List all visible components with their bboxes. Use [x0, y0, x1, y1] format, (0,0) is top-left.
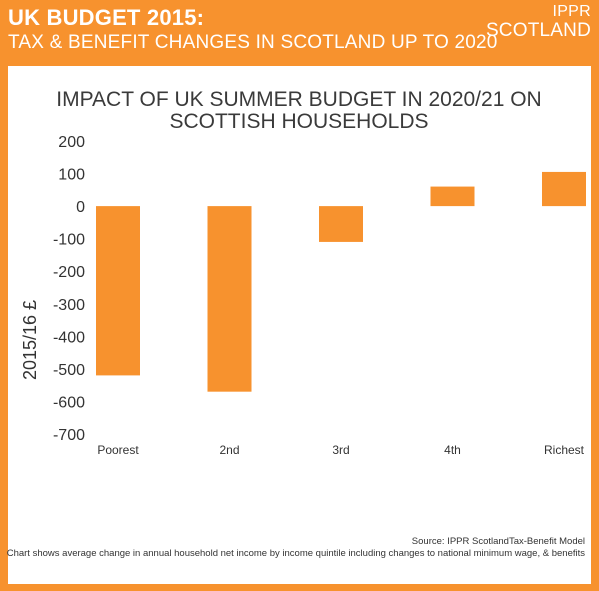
bar-poorest	[96, 206, 140, 376]
bar-4th	[430, 186, 475, 207]
header-bar: UK BUDGET 2015: TAX & BENEFIT CHANGES IN…	[0, 0, 599, 62]
y-tick-label: -200	[53, 264, 85, 281]
y-axis-ticks: 200 100 0 -100 -200 -300 -400 -500 -600 -700	[53, 134, 85, 444]
chart-title-line1: IMPACT OF UK SUMMER BUDGET IN 2020/21 ON	[56, 88, 541, 111]
y-tick-label: 200	[58, 134, 85, 151]
x-category-label: 3rd	[332, 443, 349, 457]
x-axis-categories: Poorest 2nd 3rd 4th Richest	[97, 443, 584, 457]
chart-panel: IMPACT OF UK SUMMER BUDGET IN 2020/21 ON…	[6, 66, 591, 584]
y-tick-label: -100	[53, 232, 85, 249]
page-title: UK BUDGET 2015:	[8, 5, 205, 30]
x-category-label: Poorest	[97, 443, 139, 457]
chart-title-line2: SCOTTISH HOUSEHOLDS	[169, 110, 428, 133]
brand-logo-line2: SCOTLAND	[485, 20, 591, 41]
x-category-label: 4th	[444, 443, 461, 457]
y-tick-label: 100	[58, 167, 85, 184]
bars	[96, 171, 586, 392]
y-tick-label: -400	[53, 329, 85, 346]
y-tick-label: -600	[53, 394, 85, 411]
y-tick-label: -300	[53, 297, 85, 314]
y-tick-label: -500	[53, 362, 85, 379]
source-note: Source: IPPR ScotlandTax-Benefit Model	[411, 536, 585, 547]
bar-richest	[542, 171, 586, 207]
bar-chart: IMPACT OF UK SUMMER BUDGET IN 2020/21 ON…	[20, 88, 586, 457]
brand-logo-line1: IPPR	[552, 3, 591, 20]
y-tick-label: 0	[76, 199, 85, 216]
y-tick-label: -700	[53, 427, 85, 444]
brand-logo: IPPR SCOTLAND	[451, 2, 591, 40]
page-subtitle: TAX & BENEFIT CHANGES IN SCOTLAND UP TO …	[8, 32, 498, 53]
x-category-label: Richest	[544, 443, 585, 457]
x-category-label: 2nd	[219, 443, 239, 457]
y-axis-label: 2015/16 £	[20, 300, 40, 380]
bar-3rd	[319, 206, 363, 242]
bar-2nd	[207, 206, 252, 392]
chart-footnote: Chart shows average change in annual hou…	[6, 548, 585, 559]
